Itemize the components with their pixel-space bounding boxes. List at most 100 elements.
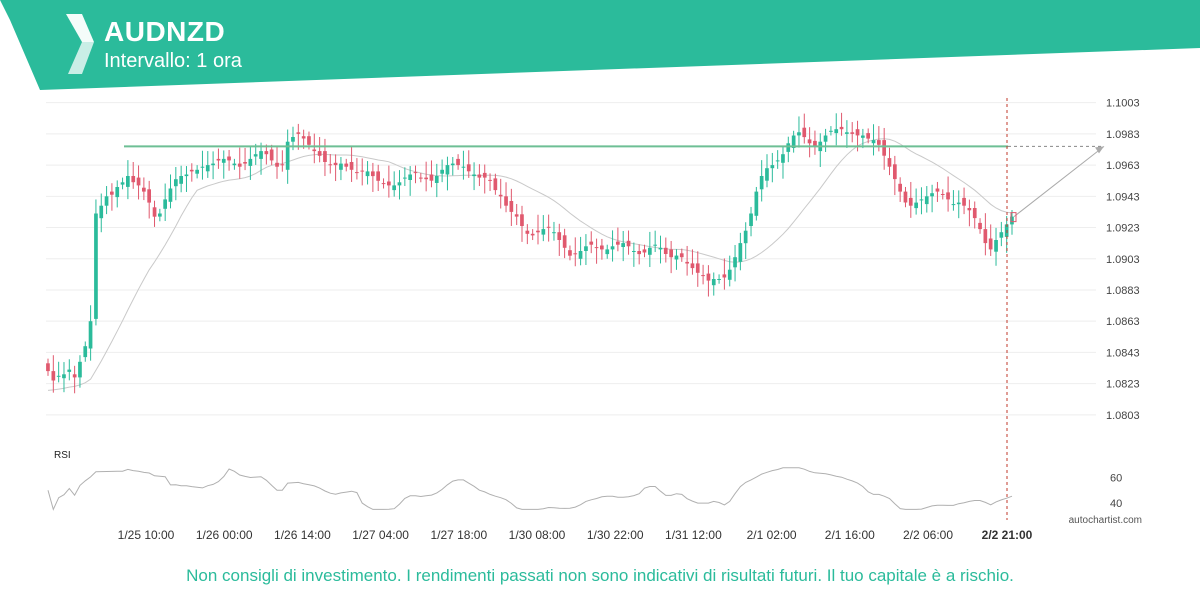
candle-body [988,238,993,250]
candle-body [695,263,700,273]
candle-body [120,182,125,185]
candle-body [536,230,540,233]
candle-body [466,164,471,172]
candle-body [248,158,253,166]
x-tick-label: 1/30 08:00 [509,528,566,542]
candle-body [211,163,215,166]
candle-body [685,261,689,264]
candle-body [216,158,221,161]
candle-body [158,213,162,217]
candle-body [962,197,966,206]
candle-body [610,246,615,250]
candle-body [328,164,333,166]
candle-body [898,183,902,192]
y-tick-label: 1.0943 [1106,191,1140,203]
candle-body [658,247,663,250]
rsi-tick-label: 40 [1110,498,1122,510]
candle-body [227,156,231,161]
y-tick-label: 1.0983 [1106,129,1140,141]
candle-body [632,251,636,252]
candle-body [663,247,668,254]
candle-body [147,189,151,203]
symbol-title: AUDNZD [104,16,226,47]
candle-body [834,129,839,134]
candle-body [653,244,657,246]
candle-body [62,374,66,379]
candle-body [855,129,860,136]
candle-body [168,188,173,202]
candle-body [877,140,881,145]
candle-body [419,177,423,179]
candle-body [626,240,631,247]
candle-body [360,170,365,172]
x-tick-label: 2/1 16:00 [825,528,875,542]
candle-body [669,249,673,258]
header-background [0,0,1200,90]
candle-body [456,158,460,166]
candle-body [770,165,775,169]
candle-body [131,176,136,183]
candle-body [589,241,594,245]
candle-body [733,257,737,268]
candle-body [371,171,375,177]
x-tick-label: 2/1 02:00 [747,528,797,542]
candle-body [994,240,998,252]
candle-body [839,126,844,130]
candle-body [365,171,370,177]
rsi-line [47,467,1013,511]
price-chart: 1.1003 1.0983 1.0963 1.0943 1.0923 1.0903 1.08… [46,98,1140,542]
candle-body [951,204,956,206]
brand-watermark: autochartist.com [1068,515,1142,526]
x-tick-label: 2/2 06:00 [903,528,953,542]
candle-body [514,214,519,217]
candle-body [83,346,88,358]
candle-body [568,250,572,256]
candle-body [301,136,306,139]
candle-body [621,243,625,247]
y-tick-label: 1.0863 [1106,316,1140,328]
current-candle [1010,212,1017,223]
candle-body [280,164,285,166]
candle-body [344,163,349,167]
candle-body [104,196,109,206]
candle-body [307,136,311,145]
candle-body [823,135,828,142]
candle-body [893,164,897,180]
x-tick-label: 2/2 21:00 [982,528,1033,542]
candle-body [775,160,780,162]
candle-body [765,168,769,181]
candle-body [94,213,98,319]
candle-body [914,202,918,209]
candle-body [317,151,322,156]
candle-body [562,235,567,248]
rsi-label: RSI [54,450,71,461]
candle-body [413,172,418,174]
autochartist-logo-icon [66,14,94,74]
candle-body [99,205,104,219]
candle-body [813,140,817,147]
candle-body [509,201,514,212]
candle-body [142,187,146,192]
candle-body [552,232,556,234]
candle-body [978,222,982,230]
candle-body [578,251,583,259]
moving-average-line [47,138,1013,391]
candle-body [126,176,130,187]
candle-body [616,241,620,245]
candle-body [637,251,641,255]
candle-body [786,143,791,152]
x-tick-label: 1/26 14:00 [274,528,331,542]
candle-body [743,230,748,244]
candle-body [930,193,934,197]
candle-body [440,169,444,174]
candle-body [51,371,56,381]
candle-body [381,183,386,185]
candle-body [781,154,785,163]
header-banner: AUDNZD Intervallo: 1 ora [0,0,1200,90]
candle-body [403,177,407,179]
candle-body [184,174,189,177]
candle-body [323,151,327,162]
candle-body [903,191,908,203]
x-tick-label: 1/31 12:00 [665,528,722,542]
candle-body [967,208,972,211]
